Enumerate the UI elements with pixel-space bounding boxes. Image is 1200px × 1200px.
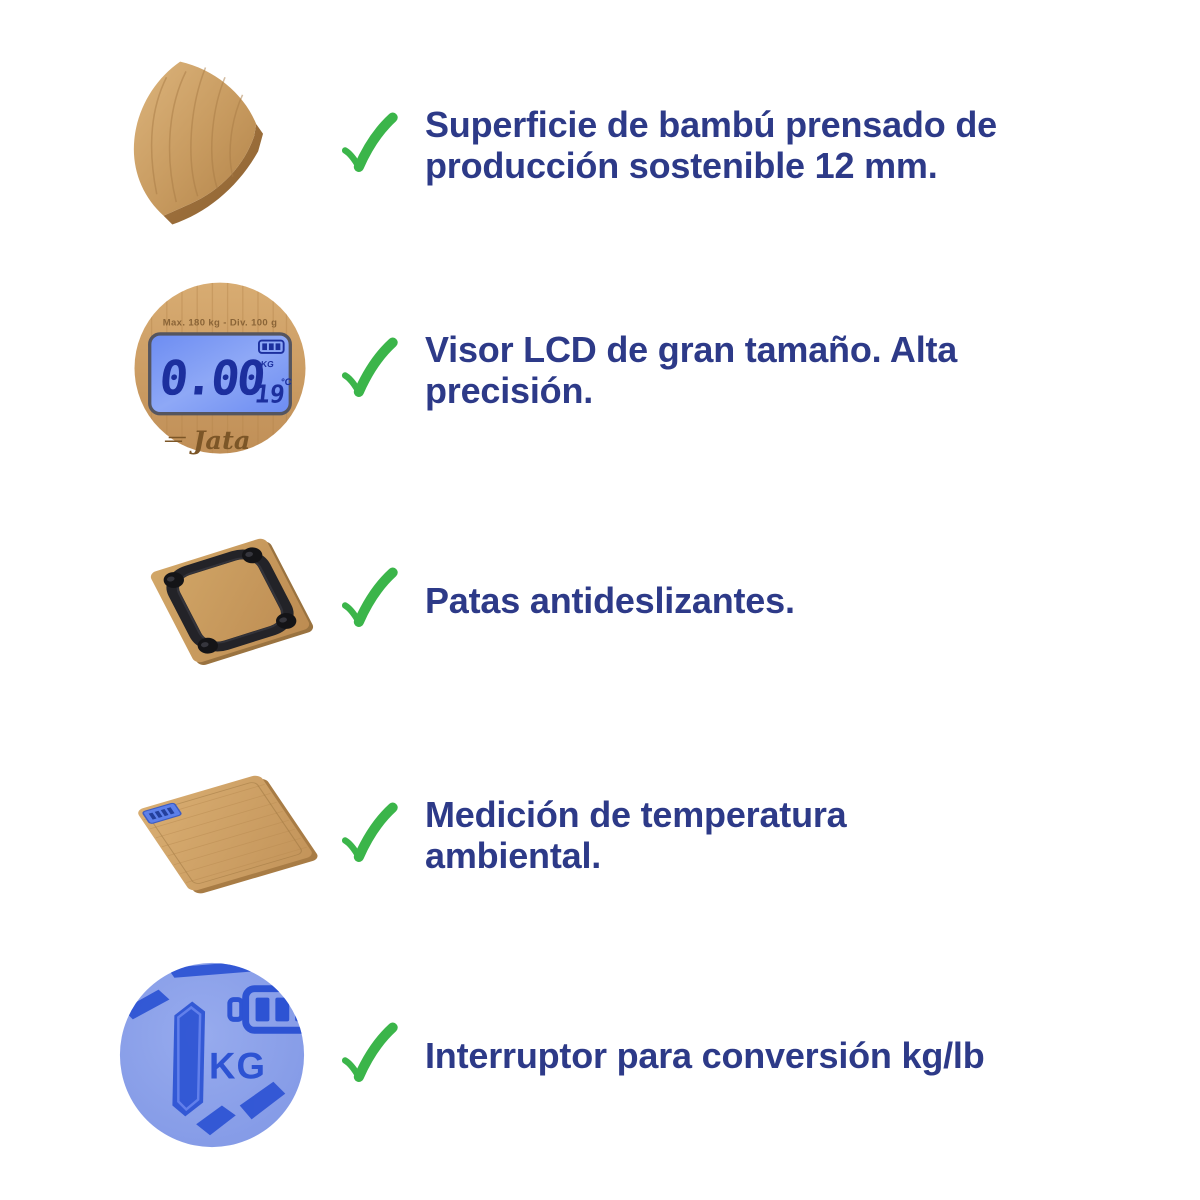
checkmark: [320, 797, 415, 873]
feature-row-surface: Superficie de bambú prensado de producci…: [0, 40, 1200, 250]
check-icon: [341, 1022, 398, 1082]
digit-segment-vertical: [172, 1001, 206, 1117]
feature-text-cell: Superficie de bambú prensado de producci…: [415, 104, 1200, 186]
feature-row-kg-lb: KG Inte: [0, 955, 1200, 1155]
lcd-display-photo: Max. 180 kg - Div. 100 g 0.00 KG 19 °C: [0, 275, 320, 465]
max-capacity-label: Max. 180 kg - Div. 100 g: [163, 317, 278, 328]
scale-top-photo: [0, 753, 320, 918]
lcd-closeup-illustration: KG: [119, 962, 305, 1148]
digit-segment-corner: [122, 989, 170, 1020]
wood-grain-lines: [150, 66, 243, 202]
feature-text-cell: Visor LCD de gran tamaño. Alta precisión…: [415, 329, 1200, 411]
feature-row-feet: Patas antideslizantes.: [0, 500, 1200, 700]
bamboo-corner-illustration: [133, 61, 263, 224]
temperature-unit: °C: [280, 377, 292, 388]
feature-text: Medición de temperatura ambiental.: [425, 794, 847, 876]
wood-grain-lines: [143, 783, 308, 883]
checkmark: [320, 332, 415, 408]
feature-text-cell: Interruptor para conversión kg/lb: [415, 1035, 1200, 1076]
digit-segment-bottom-left: [196, 1105, 236, 1136]
battery-icon: [258, 339, 285, 354]
bamboo-corner-photo: [0, 48, 320, 243]
brand-logo: Jata: [164, 426, 251, 456]
lcd-closeup-photo: KG: [0, 956, 320, 1154]
weight-value: 0.00: [157, 352, 266, 407]
checkmark: [320, 107, 415, 183]
checkmark: [320, 562, 415, 638]
scale-underside-illustration: [150, 538, 314, 665]
feature-row-lcd: Max. 180 kg - Div. 100 g 0.00 KG 19 °C: [0, 270, 1200, 470]
feature-text: Patas antideslizantes.: [425, 579, 795, 621]
scale-top-illustration: [138, 775, 318, 893]
check-icon: [341, 112, 398, 172]
lcd-screen: [148, 332, 292, 416]
check-icon: [341, 802, 398, 862]
digit-segment-bottom-right: [239, 1081, 286, 1120]
checkmark: [320, 1017, 415, 1093]
feature-row-temperature: Medición de temperatura ambiental.: [0, 735, 1200, 935]
lcd-display-illustration: Max. 180 kg - Div. 100 g 0.00 KG 19 °C: [134, 282, 306, 456]
feature-text-cell: Medición de temperatura ambiental.: [415, 794, 1200, 876]
brand-name: Jata: [188, 426, 250, 456]
temperature-value: 19: [253, 379, 286, 408]
scale-underside-photo: [0, 508, 320, 693]
feature-text-cell: Patas antideslizantes.: [415, 580, 1200, 621]
check-icon: [341, 567, 398, 627]
weight-unit-label: KG: [260, 359, 274, 369]
feature-text: Interruptor para conversión kg/lb: [425, 1034, 985, 1076]
check-icon: [341, 337, 398, 397]
kg-unit-label: KG: [209, 1046, 266, 1087]
feature-text: Visor LCD de gran tamaño. Alta precisión…: [425, 329, 958, 411]
feature-text: Superficie de bambú prensado de producci…: [425, 104, 997, 186]
scale-frame: [166, 549, 294, 651]
